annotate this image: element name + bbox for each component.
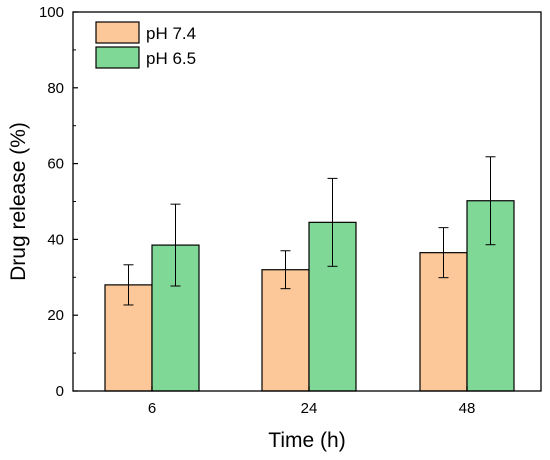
legend-swatch-0 [95, 21, 140, 44]
bar-ph-7.4-24 [261, 269, 310, 392]
y-tick-label: 100 [39, 4, 64, 21]
error-bar-1-0 [170, 203, 181, 287]
y-tick-label: 20 [47, 307, 64, 324]
bar-ph-6.5-6 [151, 244, 200, 392]
legend-label-1: pH 6.5 [146, 49, 196, 68]
error-bar-1-2 [485, 156, 496, 246]
error-bar-0-1 [280, 250, 291, 290]
y-axis-title: Drug release (%) [7, 122, 30, 281]
x-axis-title: Time (h) [268, 429, 345, 452]
error-bar-0-0 [123, 264, 134, 306]
x-tick-label: 6 [148, 400, 156, 417]
error-bar-0-2 [438, 227, 449, 279]
y-tick-label: 60 [47, 156, 64, 173]
error-bar-1-1 [327, 177, 338, 267]
y-tick-label: 40 [47, 231, 64, 248]
legend-swatch-1 [95, 46, 140, 69]
x-tick-label: 24 [301, 400, 318, 417]
y-tick-label: 0 [56, 383, 64, 400]
legend-label-0: pH 7.4 [146, 24, 196, 43]
x-tick-label: 48 [459, 400, 476, 417]
y-tick-label: 80 [47, 80, 64, 97]
